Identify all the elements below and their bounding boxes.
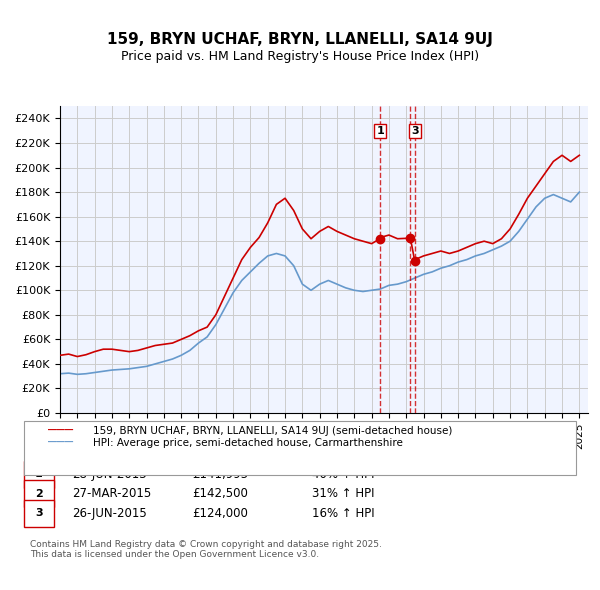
Text: 28-JUN-2013: 28-JUN-2013 xyxy=(72,468,146,481)
Text: 159, BRYN UCHAF, BRYN, LLANELLI, SA14 9UJ: 159, BRYN UCHAF, BRYN, LLANELLI, SA14 9U… xyxy=(107,32,493,47)
Text: 159, BRYN UCHAF, BRYN, LLANELLI, SA14 9UJ (semi-detached house): 159, BRYN UCHAF, BRYN, LLANELLI, SA14 9U… xyxy=(93,426,452,435)
Text: £142,500: £142,500 xyxy=(192,487,248,500)
Text: ———: ——— xyxy=(48,424,73,438)
Text: 2: 2 xyxy=(35,489,43,499)
Text: £141,995: £141,995 xyxy=(192,468,248,481)
Text: 26-JUN-2015: 26-JUN-2015 xyxy=(72,507,147,520)
Text: £124,000: £124,000 xyxy=(192,507,248,520)
Text: 27-MAR-2015: 27-MAR-2015 xyxy=(72,487,151,500)
Text: 1: 1 xyxy=(376,126,384,136)
Text: 1: 1 xyxy=(35,470,43,479)
Text: ———: ——— xyxy=(48,435,73,450)
Text: Price paid vs. HM Land Registry's House Price Index (HPI): Price paid vs. HM Land Registry's House … xyxy=(121,50,479,63)
Text: Contains HM Land Registry data © Crown copyright and database right 2025.
This d: Contains HM Land Registry data © Crown c… xyxy=(30,540,382,559)
Text: 3: 3 xyxy=(35,509,43,518)
Text: ———: ——— xyxy=(48,424,73,438)
Text: 16% ↑ HPI: 16% ↑ HPI xyxy=(312,507,374,520)
Text: ———: ——— xyxy=(48,435,73,450)
Text: HPI: Average price, semi-detached house, Carmarthenshire: HPI: Average price, semi-detached house,… xyxy=(93,438,403,447)
Text: HPI: Average price, semi-detached house, Carmarthenshire: HPI: Average price, semi-detached house,… xyxy=(93,438,403,447)
Text: 40% ↑ HPI: 40% ↑ HPI xyxy=(312,468,374,481)
Text: 3: 3 xyxy=(411,126,419,136)
Text: 31% ↑ HPI: 31% ↑ HPI xyxy=(312,487,374,500)
Text: 159, BRYN UCHAF, BRYN, LLANELLI, SA14 9UJ (semi-detached house): 159, BRYN UCHAF, BRYN, LLANELLI, SA14 9U… xyxy=(93,426,452,435)
